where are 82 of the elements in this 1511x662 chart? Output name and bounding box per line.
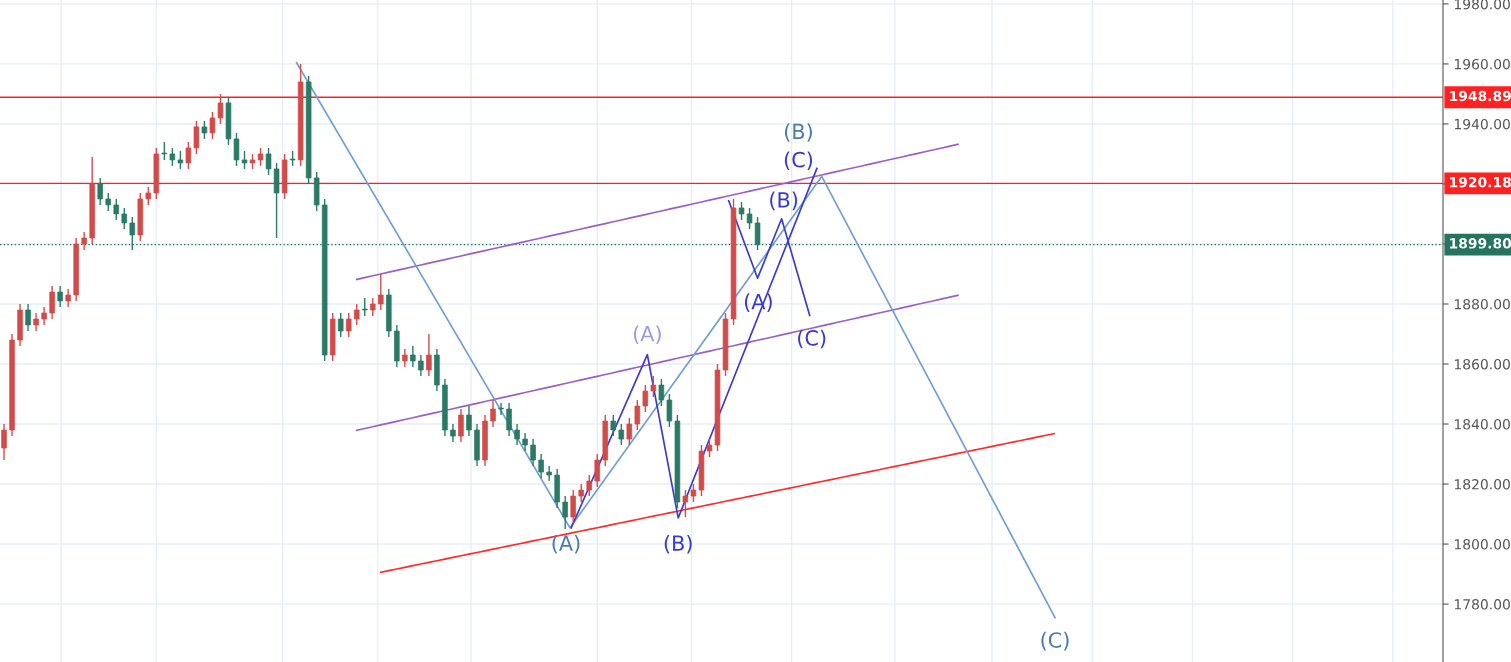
- candlestick: [177, 150, 184, 170]
- candlestick: [546, 465, 552, 482]
- candlestick: [49, 285, 55, 320]
- y-tick-label: 1780.00: [1454, 599, 1510, 610]
- candlestick: [418, 354, 424, 377]
- candlestick: [97, 177, 103, 206]
- candlestick: [105, 192, 111, 212]
- annotation: (C): [798, 329, 826, 349]
- candlestick: [410, 345, 416, 368]
- candlestick: [538, 453, 544, 479]
- candlestick: [217, 93, 224, 125]
- annotation: (A): [633, 325, 661, 344]
- candlestick: [746, 207, 753, 230]
- y-tick-label: 1880.00: [1454, 298, 1510, 310]
- candlestick: [33, 312, 39, 332]
- candlestick: [666, 393, 673, 428]
- candlestick: [690, 483, 697, 503]
- y-tick-label: 1960.00: [1454, 58, 1510, 70]
- candlestick: [209, 111, 216, 140]
- candlestick: [618, 423, 625, 446]
- candlestick: [738, 201, 745, 221]
- candlestick: [161, 141, 168, 161]
- candlestick: [41, 306, 47, 326]
- annotation: (B): [770, 191, 798, 211]
- candlestick: [201, 120, 208, 140]
- candlestick: [57, 285, 63, 308]
- candlestick: [634, 399, 641, 431]
- candlestick: [81, 231, 87, 251]
- candlestick: [458, 408, 464, 443]
- y-tick-label: 1820.00: [1454, 479, 1510, 490]
- candlestick: [145, 186, 152, 206]
- candlestick: [594, 453, 600, 488]
- candlestick: [506, 402, 512, 437]
- candlestick: [658, 378, 665, 407]
- candlestick: [185, 141, 192, 170]
- line-series: [379, 432, 1056, 574]
- candlestick: [121, 207, 128, 230]
- y-tick-label: 1800.00: [1454, 539, 1510, 550]
- candlestick: [353, 303, 360, 326]
- annotation: (B): [784, 123, 812, 142]
- candlestick: [113, 198, 119, 221]
- annotation: (C): [1041, 631, 1069, 651]
- candlestick: [1, 423, 7, 461]
- candlestick: [426, 333, 432, 377]
- candlestick: [337, 312, 344, 338]
- candlestick: [370, 297, 376, 317]
- candlestick: [562, 495, 568, 530]
- candlestick: [514, 423, 520, 446]
- ref-line-label: 1948.89: [1450, 90, 1511, 102]
- candlestick: [498, 402, 504, 416]
- candlestick: [362, 297, 368, 317]
- candlestick: [402, 348, 408, 368]
- candlestick: [530, 438, 536, 467]
- candlestick: [626, 417, 633, 446]
- candlestick: [650, 375, 657, 398]
- candlestick: [378, 273, 384, 311]
- candlestick: [450, 423, 456, 443]
- candlestick: [65, 288, 71, 308]
- candlestick: [345, 312, 352, 338]
- annotation: (A): [552, 534, 580, 554]
- candlestick: [610, 414, 617, 437]
- line-series: [355, 143, 959, 281]
- candlestick: [522, 432, 528, 452]
- ref-line-label: 1920.18: [1450, 176, 1511, 188]
- candlestick: [570, 489, 576, 524]
- candlestick: [578, 483, 584, 503]
- candlestick: [586, 474, 592, 497]
- annotation: (C): [784, 151, 813, 170]
- y-tick-label: 1860.00: [1454, 358, 1510, 370]
- line-series: [355, 294, 959, 432]
- annotation: (B): [664, 534, 692, 554]
- candlestick: [25, 303, 31, 332]
- candlestick: [682, 489, 689, 518]
- candlestick: [193, 120, 200, 155]
- candlestick: [642, 384, 649, 413]
- candlestick: [490, 399, 496, 428]
- candlestick: [169, 147, 176, 167]
- ref-line-label: 1899.80: [1450, 238, 1511, 249]
- y-tick-label: 1940.00: [1454, 118, 1510, 130]
- candlestick: [466, 405, 472, 437]
- candlestick: [265, 147, 272, 176]
- y-tick-label: 1840.00: [1454, 419, 1510, 430]
